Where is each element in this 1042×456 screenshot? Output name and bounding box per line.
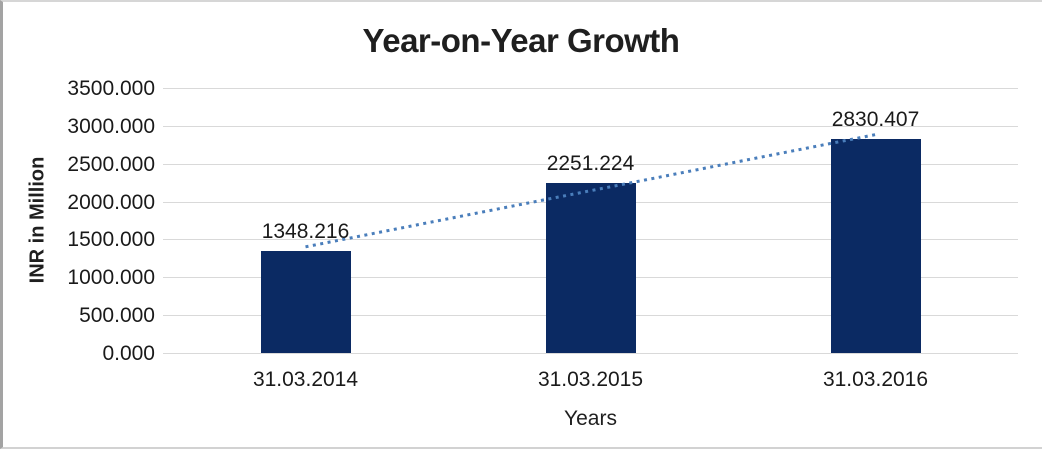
y-axis-tick-label: 1500.000 [67, 228, 155, 252]
y-axis-tick-label: 2500.000 [67, 152, 155, 176]
y-axis-tick-label: 3000.000 [67, 114, 155, 138]
data-label: 2830.407 [831, 107, 920, 131]
y-axis-title: INR in Million [26, 156, 49, 284]
bar-31.03.2015 [545, 182, 636, 353]
gridline [163, 163, 1018, 165]
y-axis-tick-label: 500.000 [79, 304, 155, 328]
data-label: 1348.216 [261, 219, 350, 243]
data-label: 2251.224 [546, 151, 635, 175]
gridline [163, 353, 1018, 354]
y-axis-tick-label: 1000.000 [67, 266, 155, 290]
x-axis-tick-label: 31.03.2016 [822, 368, 929, 391]
chart-title: Year-on-Year Growth [362, 22, 680, 59]
plot-area [163, 88, 1018, 354]
gridline [163, 125, 1018, 127]
gridline [163, 88, 1018, 89]
bar-31.03.2016 [830, 138, 921, 353]
x-axis-title: Years [564, 407, 617, 430]
bar-31.03.2014 [260, 250, 351, 353]
y-axis-tick-label: 0.000 [102, 342, 155, 365]
y-axis-tick-label: 2000.000 [67, 190, 155, 214]
x-axis-tick-label: 31.03.2014 [252, 368, 359, 391]
y-axis-tick-label: 3500.000 [67, 77, 155, 100]
x-axis-tick-label: 31.03.2015 [537, 368, 644, 391]
